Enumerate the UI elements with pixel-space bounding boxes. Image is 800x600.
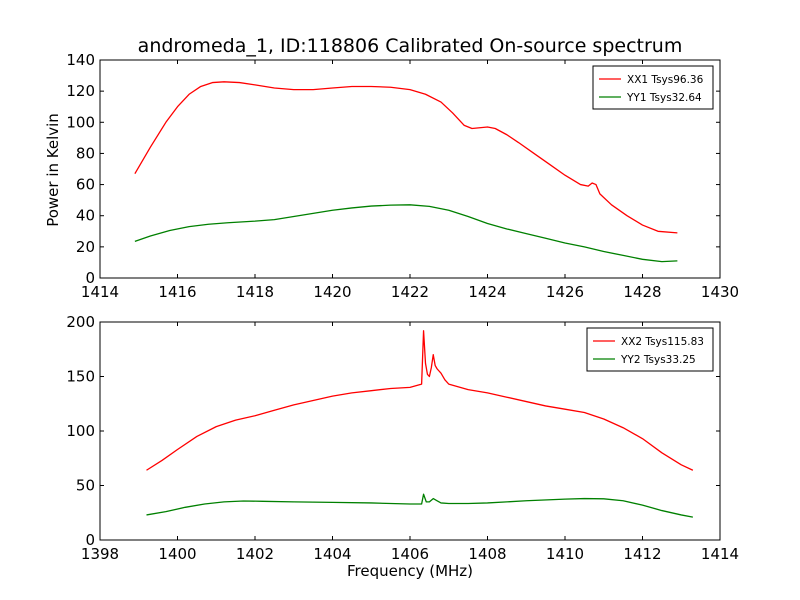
bottom-x-tick-label: 1408: [468, 545, 506, 563]
top-y-tick-label: 100: [66, 113, 95, 131]
top-x-tick-label: 1416: [158, 283, 196, 301]
bottom-x-tick-label: 1406: [391, 545, 429, 563]
bottom-y-tick-label: 100: [66, 422, 95, 440]
x-axis-label: Frequency (MHz): [347, 562, 473, 580]
top-legend-label: XX1 Tsys96.36: [627, 74, 704, 86]
top-y-tick-label: 120: [66, 82, 95, 100]
top-y-tick-label: 80: [76, 144, 95, 162]
bottom-y-tick-label: 150: [66, 368, 95, 386]
y-axis-label: Power in Kelvin: [44, 113, 62, 227]
top-y-tick-label: 60: [76, 176, 95, 194]
top-legend: [592, 65, 714, 110]
top-legend-label: YY1 Tsys32.64: [626, 92, 702, 104]
bottom-y-tick-label: 0: [85, 531, 95, 549]
top-panel: 1414 1416 1418 1420 1422 1424 1426 1428 1430 0 20 4…: [66, 51, 739, 301]
top-x-tick-label: 1422: [391, 283, 429, 301]
top-series-line-xx: [134, 81, 678, 234]
bottom-x-tick-label: 1410: [546, 545, 584, 563]
bottom-series-line-yy: [146, 493, 693, 518]
top-x-tick-label: 1414: [81, 283, 119, 301]
bottom-legend-label: XX2 Tsys115.83: [621, 336, 704, 348]
top-x-tick-label: 1426: [546, 283, 584, 301]
top-x-tick-label: 1430: [701, 283, 739, 301]
top-x-tick-label: 1424: [468, 283, 506, 301]
top-x-tick-label: 1420: [313, 283, 351, 301]
bottom-panel: 1398 1400 1402 1404 1406 1408 1410 1412 1414 0 50 1…: [66, 313, 739, 563]
top-y-tick-label: 0: [85, 269, 95, 287]
bottom-legend-label: YY2 Tsys33.25: [620, 354, 696, 366]
bottom-legend: [586, 327, 714, 372]
top-x-tick-label: 1428: [623, 283, 661, 301]
bottom-y-tick-label: 50: [76, 477, 95, 495]
bottom-x-tick-label: 1414: [701, 545, 739, 563]
bottom-x-tick-label: 1398: [81, 545, 119, 563]
bottom-x-tick-label: 1400: [158, 545, 196, 563]
top-series-line-yy: [134, 204, 678, 263]
bottom-x-tick-label: 1404: [313, 545, 351, 563]
bottom-x-tick-label: 1402: [236, 545, 274, 563]
top-y-tick-label: 140: [66, 51, 95, 69]
bottom-y-tick-label: 200: [66, 313, 95, 331]
bottom-x-tick-label: 1412: [623, 545, 661, 563]
bottom-series-line-xx: [146, 330, 694, 471]
top-y-tick-label: 40: [76, 207, 95, 225]
top-x-tick-label: 1418: [236, 283, 274, 301]
top-y-tick-label: 20: [76, 238, 95, 256]
chart-title: andromeda_1, ID:118806 Calibrated On-sou…: [138, 35, 683, 57]
